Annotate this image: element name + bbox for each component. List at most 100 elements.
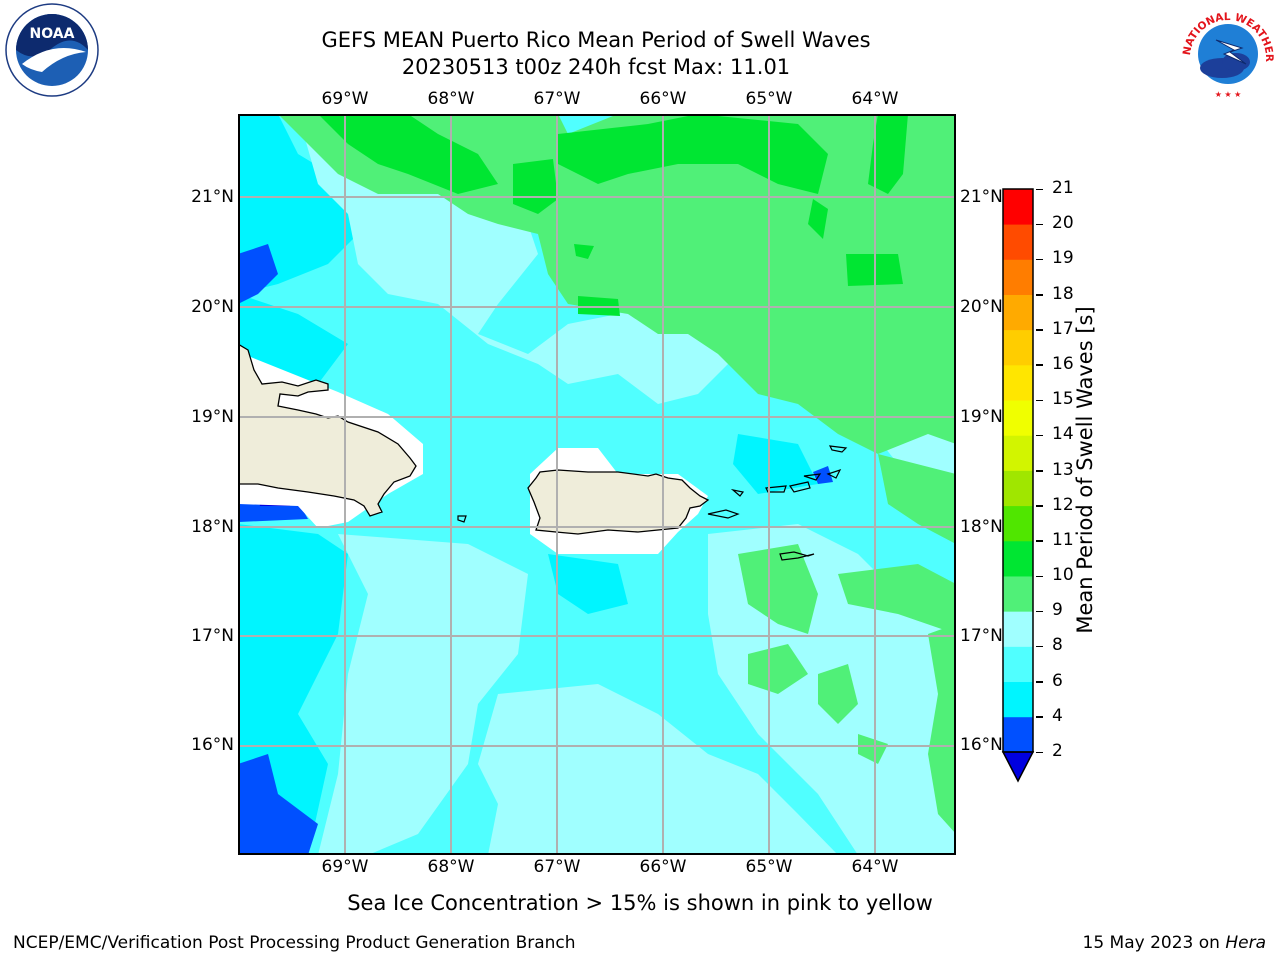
colorbar-tick-label: 19 [1052,248,1074,269]
lat-label-left-20n: 20°N [191,297,234,317]
colorbar-block-11-12 [1003,505,1033,542]
map-panel [238,114,956,855]
st-croix-island [779,551,815,561]
field-10-11-a [319,115,498,194]
colorbar-block-8-9 [1003,611,1033,647]
field-10-11-c [513,159,558,214]
st-john-island [789,481,811,493]
field-10-11-d [868,115,908,194]
field-9-10-se2 [928,624,955,833]
anegada-island [828,445,848,453]
lat-label-right-17n: 17°N [960,626,1003,646]
noaa-logo: NOAA [5,3,99,97]
colorbar-tick-label: 12 [1052,494,1074,515]
colorbar-block-9-10 [1003,576,1033,612]
colorbar-tick-mark [1036,470,1043,472]
colorbar-tick-mark [1036,294,1043,296]
colorbar-tick-mark [1036,329,1043,331]
colorbar-block-4-6 [1003,681,1033,718]
colorbar-tick-mark [1036,505,1043,507]
colorbar [1001,188,1035,783]
colorbar-block-12-13 [1003,470,1033,507]
colorbar-tick-mark [1036,610,1043,613]
lat-label-left-18n: 18°N [191,517,234,537]
colorbar-tick-label: 4 [1052,705,1063,726]
map-title: GEFS MEAN Puerto Rico Mean Period of Swe… [321,28,871,52]
lon-label-top-64w: 64°W [851,89,899,109]
lon-label-top-65w: 65°W [745,89,793,109]
field-2-4-vi [813,466,833,484]
field-10-11-h [574,244,594,259]
field-9-10-spot2 [818,664,858,724]
colorbar-tick-mark [1036,716,1043,718]
lon-label-top-67w: 67°W [533,89,581,109]
colorbar-tick-mark [1036,364,1043,366]
colorbar-tick-label: 2 [1052,741,1063,761]
colorbar-outline [1002,188,1034,753]
colorbar-tick-label: 10 [1052,565,1074,586]
lat-label-right-20n: 20°N [960,297,1003,317]
colorbar-tick-label: 8 [1052,635,1063,656]
colorbar-block-16-17 [1003,329,1033,366]
lat-label-left-21n: 21°N [191,187,234,207]
lon-label-bottom-66w: 66°W [639,857,687,877]
nws-logo: NATIONAL WEATHER SERVICE ★ ★ ★ [1176,0,1275,99]
colorbar-block-17-18 [1003,294,1033,331]
lon-label-bottom-69w: 69°W [321,857,369,877]
colorbar-tick-mark [1036,223,1043,226]
colorbar-tick-mark [1036,575,1043,578]
lon-label-top-66w: 66°W [639,89,687,109]
lon-label-top-69w: 69°W [321,89,369,109]
colorbar-tick-label: 14 [1052,424,1074,445]
sea-ice-note: Sea Ice Concentration > 15% is shown in … [347,891,933,915]
colorbar-tick-label: 16 [1052,353,1074,374]
lat-label-right-16n: 16°N [960,735,1003,755]
lat-label-left-16n: 16°N [191,735,234,755]
lat-label-right-18n: 18°N [960,517,1003,537]
colorbar-under-triangle [1001,751,1035,783]
map-border [238,114,956,855]
hispaniola-land [239,343,417,517]
lon-label-bottom-67w: 67°W [533,857,581,877]
field-4-6-vi [733,434,818,494]
field-4-6-s-pr [548,554,628,614]
footer-left: NCEP/EMC/Verification Post Processing Pr… [13,933,576,953]
lon-label-bottom-64w: 64°W [851,857,899,877]
footer-right: 15 May 2023 on Hera [1082,933,1267,953]
lat-label-left-19n: 19°N [191,407,234,427]
svg-text:NOAA: NOAA [30,26,75,42]
field-9-10-stcroix [738,544,818,634]
colorbar-tick-label: 21 [1052,178,1074,198]
colorbar-tick-label: 15 [1052,389,1074,410]
colorbar-tick-mark [1036,399,1043,402]
vieques-island [707,509,740,519]
field-10-11-b [558,115,828,194]
graticule [238,114,956,855]
colorbar-tick-mark [1036,188,1043,190]
mona-island [457,515,467,523]
colorbar-tick-mark [1036,258,1043,261]
lat-label-right-19n: 19°N [960,407,1003,427]
colorbar-block-20-21 [1003,189,1033,225]
colorbar-tick-label: 17 [1052,318,1074,339]
colorbar-block-13-14 [1003,435,1033,471]
colorbar-tick-label: 13 [1052,459,1074,480]
tortola-island [803,473,822,481]
colorbar-block-2-4 [1003,716,1033,753]
virgin-gorda-island [826,468,842,479]
puerto-rico-land [527,469,710,535]
field-10-11-f [808,199,828,239]
colorbar-block-14-15 [1003,400,1033,436]
field-8-9-sw [318,534,528,854]
colorbar-block-15-16 [1003,364,1033,401]
lon-label-bottom-65w: 65°W [745,857,793,877]
lat-label-right-21n: 21°N [960,187,1003,207]
colorbar-tick-mark [1036,434,1043,437]
colorbar-block-19-20 [1003,224,1033,260]
field-2-4-sw [239,754,318,854]
field-9-10-east [878,454,955,544]
st-thomas-island [765,485,787,493]
colorbar-tick-mark [1036,681,1043,683]
map-subtitle: 20230513 t00z 240h fcst Max: 11.01 [401,55,791,79]
field-9-10-north [279,115,955,454]
